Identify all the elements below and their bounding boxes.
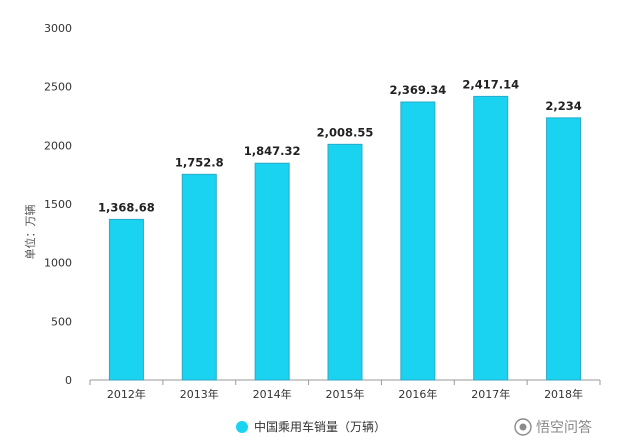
bar xyxy=(254,162,290,381)
data-label: 2,417.14 xyxy=(462,77,519,91)
x-axis: 2012年 2013年 2014年 2015年 2016年 2017年 2018年 xyxy=(89,379,601,401)
wukong-logo-icon xyxy=(514,418,532,436)
data-label: 1,847.32 xyxy=(244,144,301,158)
y-axis-title: 单位：万辆 xyxy=(23,205,37,260)
y-tick-label: 1000 xyxy=(44,257,72,270)
data-labels: 1,368.68 1,752.8 1,847.32 2,008.55 2,369.34 2… xyxy=(98,77,582,214)
x-tick-label: 2012年 xyxy=(107,387,146,401)
data-label: 2,369.34 xyxy=(389,83,446,97)
watermark: 悟空问答 xyxy=(514,418,592,436)
bars xyxy=(108,95,582,381)
wukong-logo-icon-inner xyxy=(519,423,527,431)
y-axis: 0 500 1000 1500 2000 2500 3000 xyxy=(44,22,72,387)
legend-marker-icon xyxy=(236,421,248,433)
y-tick-label: 0 xyxy=(65,374,72,387)
data-label: 2,234 xyxy=(545,99,581,113)
bar xyxy=(546,117,582,381)
y-tick-label: 500 xyxy=(51,315,72,328)
legend: 中国乘用车销量（万辆） xyxy=(236,419,386,434)
y-tick-label: 2000 xyxy=(44,139,72,152)
y-tick-label: 1500 xyxy=(44,198,72,211)
x-tick-label: 2013年 xyxy=(180,387,219,401)
x-tick-label: 2015年 xyxy=(326,387,365,401)
data-label: 1,752.8 xyxy=(175,155,224,169)
watermark-text: 悟空问答 xyxy=(536,419,592,436)
bar xyxy=(473,95,509,381)
x-tick-label: 2018年 xyxy=(544,387,583,401)
y-tick-label: 3000 xyxy=(44,22,72,35)
y-tick-label: 2500 xyxy=(44,81,72,94)
bar xyxy=(400,101,436,381)
data-label: 1,368.68 xyxy=(98,200,155,214)
data-label: 2,008.55 xyxy=(317,125,374,139)
legend-label: 中国乘用车销量（万辆） xyxy=(254,419,386,434)
x-tick-label: 2014年 xyxy=(253,387,292,401)
bar xyxy=(108,218,144,381)
x-tick-label: 2016年 xyxy=(398,387,437,401)
bar xyxy=(327,143,363,381)
x-tick-label: 2017年 xyxy=(471,387,510,401)
bar xyxy=(181,173,217,381)
